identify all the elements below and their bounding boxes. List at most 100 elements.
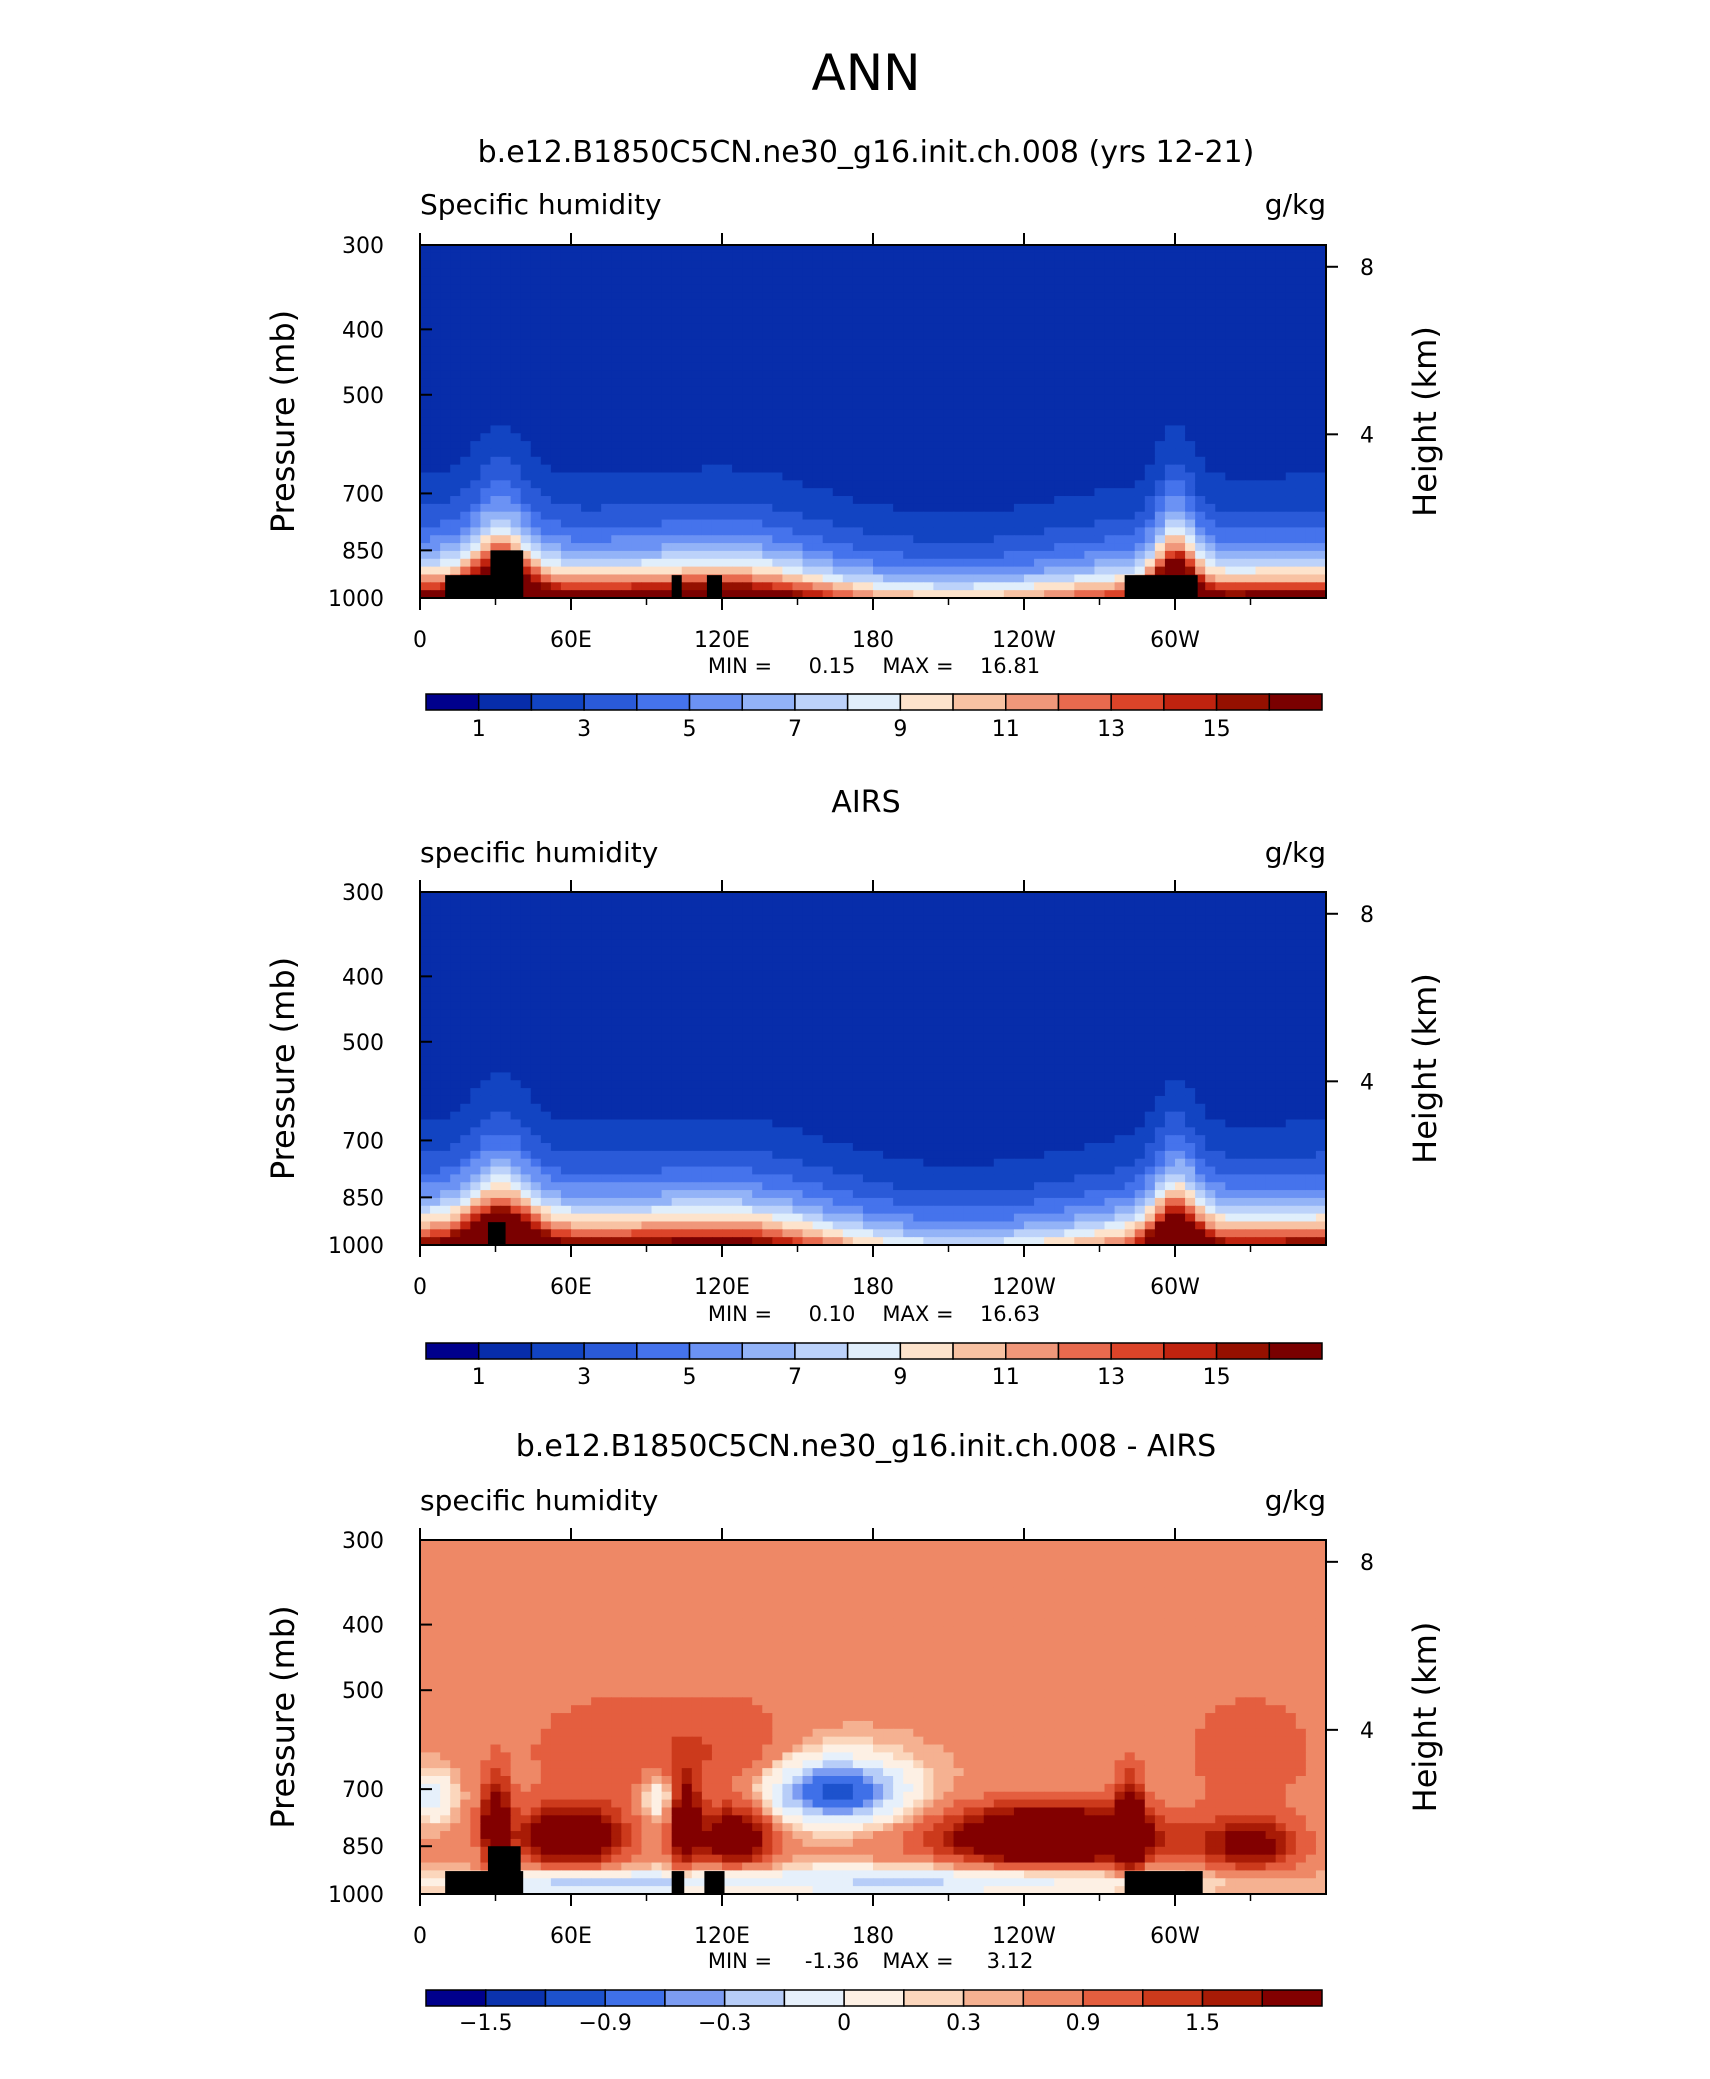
contour-cell — [903, 472, 914, 480]
contour-cell — [1195, 520, 1206, 528]
contour-cell — [1185, 947, 1196, 955]
contour-cell — [561, 300, 572, 308]
contour-cell — [1316, 394, 1327, 402]
contour-cell — [692, 425, 703, 433]
contour-cell — [692, 923, 703, 931]
contour-cell — [1074, 394, 1085, 402]
contour-cell — [1306, 433, 1317, 441]
contour-cell — [581, 543, 592, 551]
contour-cell — [742, 923, 753, 931]
contour-cell — [1215, 323, 1226, 331]
contour-cell — [551, 931, 562, 939]
contour-cell — [974, 931, 985, 939]
contour-cell — [1306, 567, 1317, 575]
contour-cell — [1145, 955, 1156, 963]
contour-cell — [641, 939, 652, 947]
contour-cell — [1215, 543, 1226, 551]
contour-cell — [460, 300, 471, 308]
contour-cell — [903, 574, 914, 582]
contour-cell — [551, 947, 562, 955]
contour-cell — [1044, 323, 1055, 331]
contour-cell — [722, 559, 733, 567]
contour-cell — [1296, 480, 1307, 488]
contour-cell — [1034, 457, 1045, 465]
contour-cell — [1286, 378, 1297, 386]
contour-cell — [430, 939, 441, 947]
contour-cell — [863, 371, 874, 379]
contour-cell — [611, 292, 622, 300]
contour-cell — [1024, 543, 1035, 551]
contour-cell — [1225, 527, 1236, 535]
contour-cell — [1316, 245, 1327, 253]
contour-cell — [1286, 449, 1297, 457]
contour-cell — [913, 394, 924, 402]
contour-cell — [1054, 245, 1065, 253]
contour-cell — [420, 574, 431, 582]
contour-cell — [933, 567, 944, 575]
contour-cell — [1064, 582, 1075, 590]
contour-cell — [501, 418, 512, 426]
contour-cell — [692, 355, 703, 363]
contour-cell — [782, 543, 793, 551]
contour-cell — [1235, 559, 1246, 567]
contour-cell — [702, 253, 713, 261]
contour-cell — [833, 916, 844, 924]
contour-cell — [1024, 284, 1035, 292]
contour-cell — [611, 488, 622, 496]
contour-cell — [531, 465, 542, 473]
contour-cell — [1084, 931, 1095, 939]
contour-cell — [984, 535, 995, 543]
contour-cell — [1165, 433, 1176, 441]
contour-cell — [1034, 947, 1045, 955]
contour-cell — [1054, 253, 1065, 261]
contour-cell — [712, 567, 723, 575]
contour-cell — [833, 292, 844, 300]
contour-cell — [873, 955, 884, 963]
contour-cell — [551, 433, 562, 441]
contour-cell — [923, 402, 934, 410]
contour-cell — [1004, 292, 1015, 300]
contour-cell — [430, 908, 441, 916]
contour-cell — [1084, 323, 1095, 331]
contour-cell — [541, 284, 552, 292]
contour-cell — [1004, 331, 1015, 339]
contour-cell — [803, 261, 814, 269]
contour-cell — [1306, 955, 1317, 963]
contour-cell — [803, 512, 814, 520]
contour-cell — [893, 347, 904, 355]
contour-cell — [611, 371, 622, 379]
contour-cell — [1044, 363, 1055, 371]
contour-cell — [460, 347, 471, 355]
contour-cell — [772, 449, 783, 457]
contour-cell — [1195, 567, 1206, 575]
contour-cell — [913, 386, 924, 394]
contour-cell — [823, 916, 834, 924]
contour-cell — [571, 939, 582, 947]
contour-cell — [430, 323, 441, 331]
contour-cell — [1145, 441, 1156, 449]
contour-cell — [994, 300, 1005, 308]
contour-cell — [1316, 402, 1327, 410]
contour-cell — [883, 316, 894, 324]
contour-cell — [1195, 394, 1206, 402]
contour-cell — [923, 292, 934, 300]
contour-cell — [672, 472, 683, 480]
contour-cell — [964, 567, 975, 575]
contour-cell — [430, 347, 441, 355]
contour-cell — [1044, 488, 1055, 496]
contour-cell — [440, 900, 451, 908]
contour-cell — [601, 441, 612, 449]
contour-cell — [772, 394, 783, 402]
contour-cell — [591, 449, 602, 457]
contour-cell — [1215, 900, 1226, 908]
contour-cell — [490, 378, 501, 386]
contour-cell — [440, 339, 451, 347]
contour-cell — [913, 939, 924, 947]
contour-cell — [1316, 433, 1327, 441]
contour-cell — [430, 402, 441, 410]
contour-cell — [954, 947, 965, 955]
contour-cell — [1064, 418, 1075, 426]
contour-cell — [1054, 261, 1065, 269]
contour-cell — [702, 355, 713, 363]
contour-cell — [682, 425, 693, 433]
